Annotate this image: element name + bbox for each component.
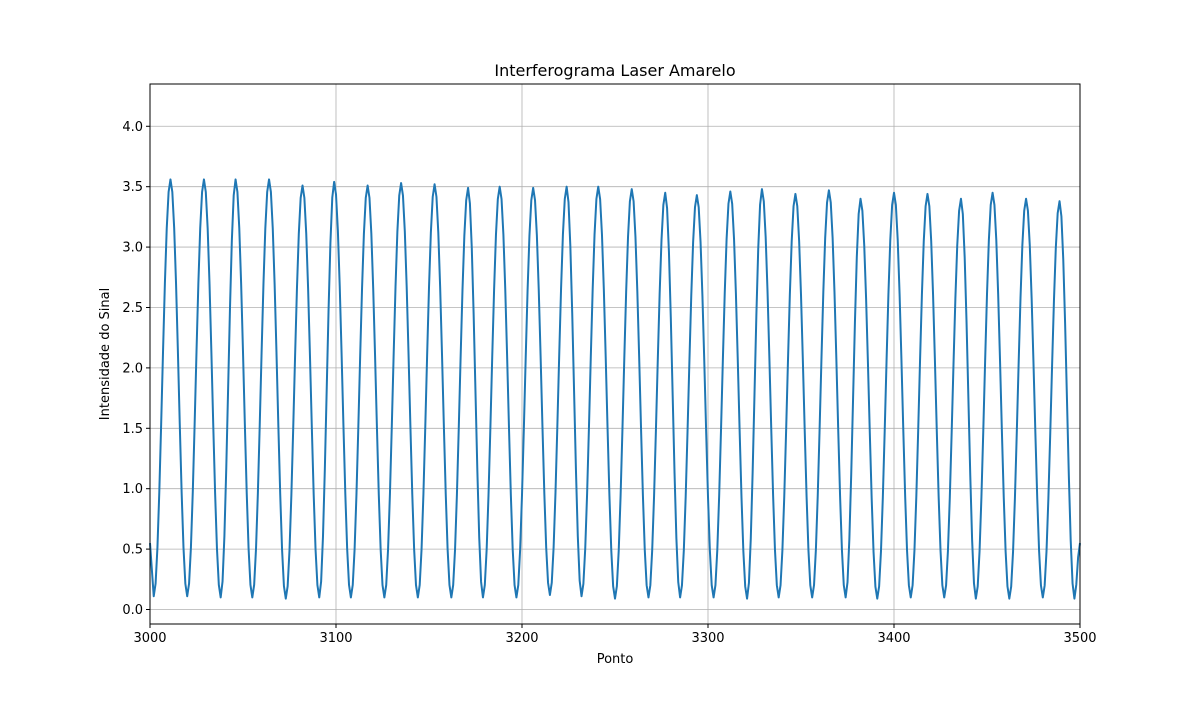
x-tick-label: 3500 xyxy=(1063,631,1096,646)
x-tick-label: 3300 xyxy=(691,631,724,646)
y-tick-label: 0.0 xyxy=(122,603,143,618)
y-tick-label: 0.5 xyxy=(122,543,143,558)
y-tick-label: 1.0 xyxy=(122,482,143,497)
x-tick-label: 3100 xyxy=(319,631,352,646)
series-line xyxy=(149,178,1081,600)
x-tick-label: 3000 xyxy=(133,631,166,646)
y-tick-label: 2.5 xyxy=(122,301,143,316)
x-tick-label: 3400 xyxy=(877,631,910,646)
plot-area xyxy=(149,178,1081,600)
y-tick-label: 3.5 xyxy=(122,180,143,195)
y-tick-label: 4.0 xyxy=(122,120,143,135)
axes-frame xyxy=(149,83,1081,625)
y-tick-label: 2.0 xyxy=(122,361,143,376)
grid xyxy=(149,84,1081,624)
x-tick-label: 3200 xyxy=(505,631,538,646)
y-tick-label: 3.0 xyxy=(122,241,143,256)
y-tick-label: 1.5 xyxy=(122,422,143,437)
chart-title: Interferograma Laser Amarelo xyxy=(494,61,735,80)
x-axis-label: Ponto xyxy=(597,652,634,667)
y-axis-label: Intensidade do Sinal xyxy=(98,288,113,420)
y-axis: 0.0 0.5 1.0 1.5 2.0 2.5 3.0 3.5 4.0 xyxy=(122,120,150,618)
x-axis: 3000 3100 3200 3300 3400 3500 xyxy=(133,624,1097,646)
